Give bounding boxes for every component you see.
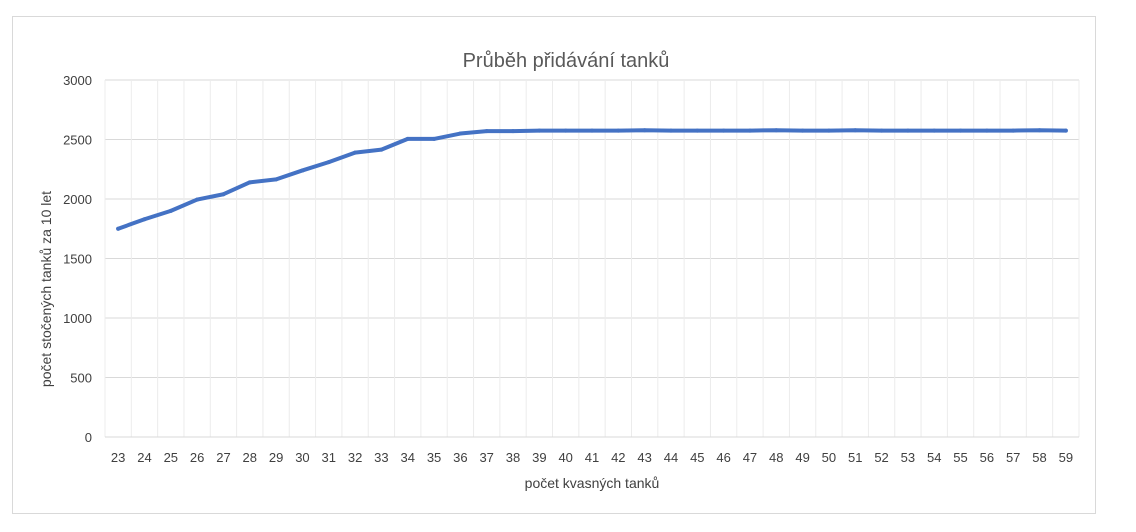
x-tick-label: 39 bbox=[532, 450, 546, 465]
x-tick-label: 36 bbox=[453, 450, 467, 465]
data-point bbox=[116, 226, 121, 231]
data-point bbox=[958, 128, 963, 133]
data-point bbox=[905, 128, 910, 133]
data-point bbox=[300, 168, 305, 173]
x-tick-label: 25 bbox=[164, 450, 178, 465]
data-point bbox=[537, 128, 542, 133]
x-tick-label: 42 bbox=[611, 450, 625, 465]
x-tick-label: 28 bbox=[243, 450, 257, 465]
data-point bbox=[695, 128, 700, 133]
data-point bbox=[432, 136, 437, 141]
x-tick-label: 40 bbox=[558, 450, 572, 465]
series-line bbox=[116, 128, 1068, 231]
grid bbox=[104, 79, 1080, 437]
x-tick-label: 52 bbox=[874, 450, 888, 465]
x-tick-label: 57 bbox=[1006, 450, 1020, 465]
x-tick-label: 47 bbox=[743, 450, 757, 465]
x-tick-label: 51 bbox=[848, 450, 862, 465]
data-point bbox=[168, 208, 173, 213]
data-point bbox=[142, 217, 147, 222]
x-tick-label: 48 bbox=[769, 450, 783, 465]
x-tick-label: 41 bbox=[585, 450, 599, 465]
data-point bbox=[353, 150, 358, 155]
data-point bbox=[563, 128, 568, 133]
data-point bbox=[932, 128, 937, 133]
data-point bbox=[853, 128, 858, 133]
x-tick-label: 43 bbox=[637, 450, 651, 465]
y-tick-label: 500 bbox=[70, 371, 92, 386]
data-point bbox=[642, 128, 647, 133]
y-tick-label: 1500 bbox=[63, 252, 92, 267]
data-point bbox=[747, 128, 752, 133]
x-tick-label: 53 bbox=[901, 450, 915, 465]
data-point bbox=[590, 128, 594, 133]
x-tick-label: 37 bbox=[479, 450, 493, 465]
x-tick-label: 30 bbox=[295, 450, 309, 465]
x-tick-label: 26 bbox=[190, 450, 204, 465]
data-point bbox=[616, 128, 621, 133]
series-points bbox=[116, 128, 1068, 231]
y-tick-label: 3000 bbox=[63, 73, 92, 88]
data-point bbox=[326, 160, 331, 165]
x-tick-label: 34 bbox=[400, 450, 414, 465]
data-point bbox=[379, 147, 384, 152]
y-axis-ticks: 0 500 1000 1500 2000 2500 3000 bbox=[63, 73, 92, 445]
x-tick-label: 49 bbox=[795, 450, 809, 465]
x-tick-label: 23 bbox=[111, 450, 125, 465]
x-tick-label: 55 bbox=[953, 450, 967, 465]
x-tick-label: 45 bbox=[690, 450, 704, 465]
x-tick-label: 59 bbox=[1059, 450, 1073, 465]
data-point bbox=[511, 129, 516, 134]
x-tick-label: 33 bbox=[374, 450, 388, 465]
x-tick-label: 46 bbox=[716, 450, 730, 465]
x-tick-label: 27 bbox=[216, 450, 230, 465]
data-point bbox=[274, 177, 279, 182]
data-point bbox=[668, 128, 673, 133]
x-tick-label: 24 bbox=[137, 450, 151, 465]
data-point bbox=[721, 128, 726, 133]
data-point bbox=[484, 129, 489, 134]
data-point bbox=[247, 180, 252, 185]
data-point bbox=[195, 197, 200, 202]
data-point bbox=[1063, 128, 1068, 133]
x-tick-label: 50 bbox=[822, 450, 836, 465]
data-point bbox=[221, 192, 226, 197]
data-point bbox=[458, 131, 463, 136]
data-point bbox=[1011, 128, 1016, 133]
data-point bbox=[405, 136, 410, 141]
y-axis-label: počet stočených tanků za 10 let bbox=[38, 191, 54, 387]
y-tick-label: 2500 bbox=[63, 133, 92, 148]
x-tick-label: 35 bbox=[427, 450, 441, 465]
y-tick-label: 1000 bbox=[63, 311, 92, 326]
y-tick-label: 0 bbox=[85, 430, 92, 445]
data-point bbox=[774, 128, 779, 133]
data-point bbox=[1037, 128, 1042, 133]
x-tick-label: 56 bbox=[980, 450, 994, 465]
data-point bbox=[984, 128, 989, 133]
chart-frame bbox=[12, 16, 1096, 514]
x-tick-label: 58 bbox=[1032, 450, 1046, 465]
x-axis-label: počet kvasných tanků bbox=[525, 475, 660, 491]
x-tick-label: 54 bbox=[927, 450, 941, 465]
chart-title: Průběh přidávání tanků bbox=[463, 50, 670, 72]
x-tick-label: 29 bbox=[269, 450, 283, 465]
x-tick-label: 38 bbox=[506, 450, 520, 465]
x-tick-label: 31 bbox=[322, 450, 336, 465]
data-point bbox=[800, 128, 805, 133]
x-tick-label: 44 bbox=[664, 450, 678, 465]
y-tick-label: 2000 bbox=[63, 192, 92, 207]
data-point bbox=[826, 128, 831, 133]
x-axis-ticks: 23 24 25 26 27 28 29 30 31 32 33 34 35 36 37 38 39 40 41 42… bbox=[111, 450, 1073, 465]
x-tick-label: 32 bbox=[348, 450, 362, 465]
data-point bbox=[879, 128, 884, 133]
